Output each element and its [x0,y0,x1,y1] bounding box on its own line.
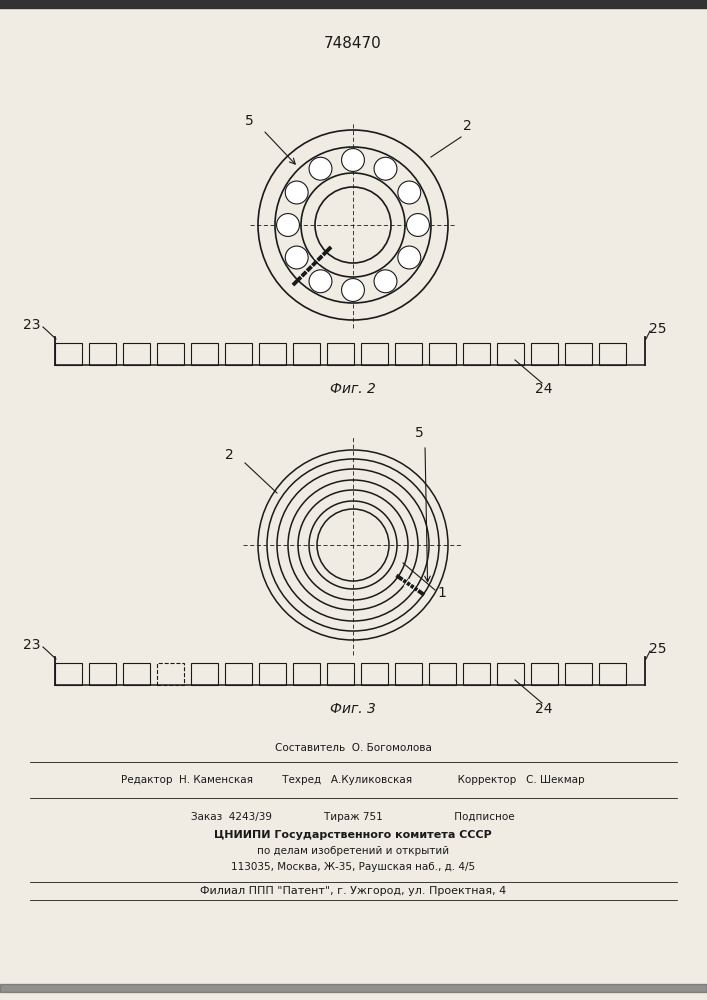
Circle shape [374,157,397,180]
Bar [463,343,490,365]
Text: 5: 5 [415,426,423,440]
Bar [225,343,252,365]
Bar [463,663,490,685]
Text: Составитель  О. Богомолова: Составитель О. Богомолова [274,743,431,753]
Text: Фиг. 3: Фиг. 3 [330,702,376,716]
Circle shape [285,246,308,269]
Bar [429,663,456,685]
Text: 23: 23 [23,638,40,652]
Text: по делам изобретений и открытий: по делам изобретений и открытий [257,846,449,856]
Text: Фиг. 2: Фиг. 2 [330,382,376,396]
Circle shape [285,181,308,204]
Bar [531,343,558,365]
Bar [327,343,354,365]
Bar [89,663,116,685]
Circle shape [341,149,364,171]
Bar [497,343,524,365]
Bar [259,663,286,685]
Bar [599,343,626,365]
Bar [225,663,252,685]
Bar [361,343,388,365]
Bar [429,343,456,365]
Bar [497,663,524,685]
Circle shape [398,246,421,269]
Bar [157,343,184,365]
Circle shape [276,214,300,236]
Circle shape [398,181,421,204]
Bar [123,343,150,365]
Text: 25: 25 [649,322,667,336]
Text: Филиал ППП "Патент", г. Ужгород, ул. Проектная, 4: Филиал ППП "Патент", г. Ужгород, ул. Про… [200,886,506,896]
Circle shape [341,279,364,301]
Bar [55,663,82,685]
Text: 23: 23 [23,318,40,332]
Bar [327,663,354,685]
Bar [157,663,184,685]
Text: 1: 1 [437,586,446,600]
Bar [191,343,218,365]
Bar [89,343,116,365]
Bar [395,663,422,685]
Text: Редактор  Н. Каменская         Техред   А.Куликовская              Корректор   С: Редактор Н. Каменская Техред А.Куликовск… [121,775,585,785]
Bar [293,663,320,685]
Text: 113035, Москва, Ж-35, Раушская наб., д. 4/5: 113035, Москва, Ж-35, Раушская наб., д. … [231,862,475,872]
Text: 24: 24 [535,702,552,716]
Bar [55,343,82,365]
Text: 748470: 748470 [324,36,382,51]
Bar [259,343,286,365]
Text: ЦНИИПИ Государственного комитета СССР: ЦНИИПИ Государственного комитета СССР [214,830,492,840]
Text: 2: 2 [225,448,234,462]
Text: Заказ  4243/39                Тираж 751                      Подписное: Заказ 4243/39 Тираж 751 Подписное [191,812,515,822]
Circle shape [407,214,429,236]
Bar [565,663,592,685]
Text: 5: 5 [245,114,254,128]
Circle shape [309,270,332,293]
Text: 2: 2 [463,119,472,133]
Bar [599,663,626,685]
Bar [191,663,218,685]
Text: 24: 24 [535,382,552,396]
Bar [123,663,150,685]
Circle shape [374,270,397,293]
Bar [531,663,558,685]
Circle shape [309,157,332,180]
Bar [361,663,388,685]
Text: 25: 25 [649,642,667,656]
Bar [565,343,592,365]
Bar [293,343,320,365]
Bar [395,343,422,365]
